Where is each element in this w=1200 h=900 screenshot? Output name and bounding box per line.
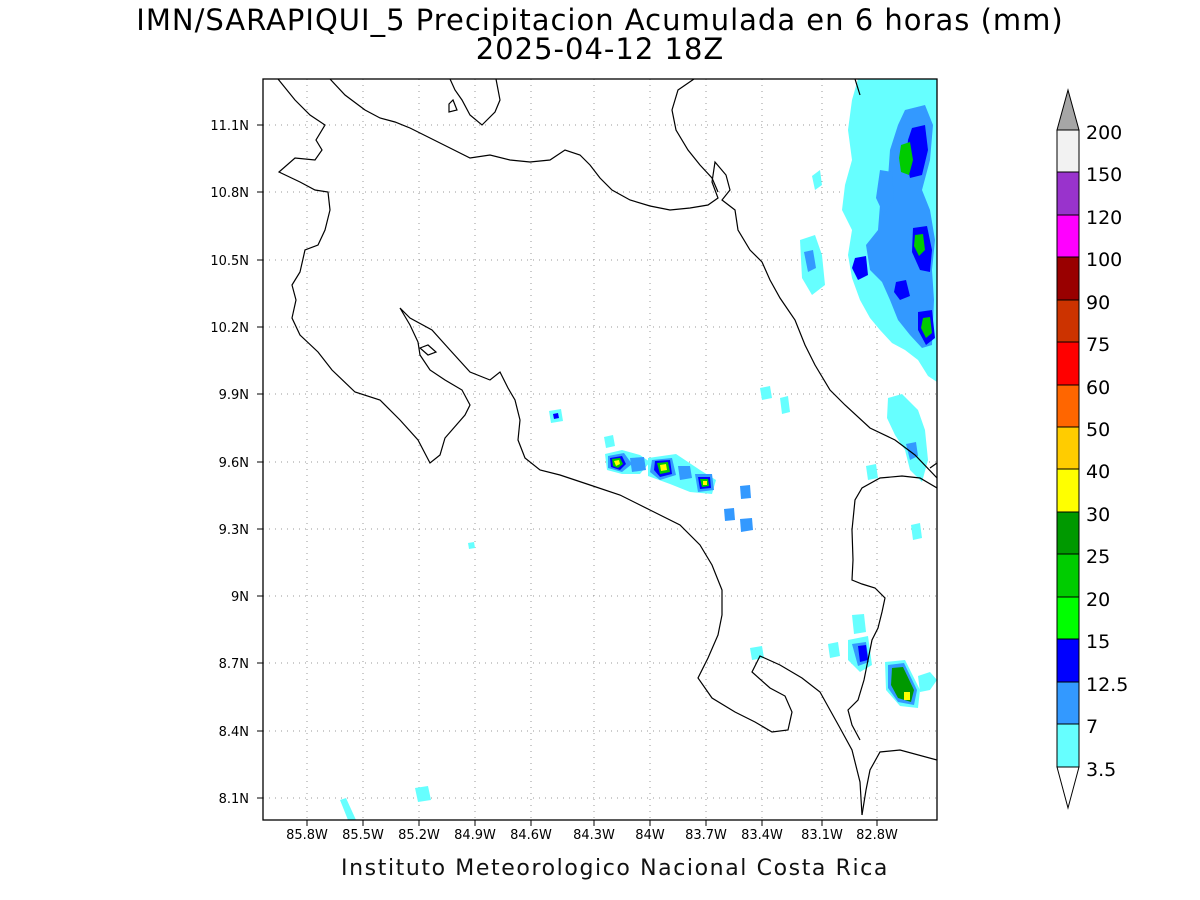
lat-tick-label: 9.3N — [219, 523, 249, 538]
colorbar-swatch — [1056, 426, 1080, 470]
colorbar-label: 12.5 — [1086, 674, 1128, 696]
axis-ticks — [257, 124, 878, 826]
lon-tick-label: 83.4W — [741, 828, 783, 843]
colorbar-label: 60 — [1086, 377, 1110, 399]
plot-frame — [262, 78, 938, 821]
lat-tick-label: 9.6N — [219, 456, 249, 471]
colorbar-label: 90 — [1086, 292, 1110, 314]
footer-credit: Instituto Meteorologico Nacional Costa R… — [341, 856, 889, 881]
colorbar-label: 200 — [1086, 122, 1122, 144]
precipitation-field — [340, 79, 937, 820]
colorbar-label: 7 — [1086, 716, 1098, 738]
colorbar-swatch — [1056, 638, 1080, 683]
colorbar-label: 30 — [1086, 504, 1110, 526]
lat-tick-label: 9N — [231, 590, 249, 605]
colorbar-swatch — [1056, 384, 1080, 428]
colorbar-label: 150 — [1086, 164, 1122, 186]
lon-tick-label: 84.6W — [510, 828, 552, 843]
colorbar-label: 25 — [1086, 546, 1110, 568]
colorbar-swatch — [1056, 511, 1080, 555]
colorbar-swatch — [1056, 129, 1080, 173]
lat-tick-labels: 11.1N 10.8N 10.5N 10.2N 9.9N 9.6N 9.3N 9… — [210, 119, 249, 807]
lon-tick-label: 85.8W — [286, 828, 328, 843]
lat-tick-label: 10.8N — [210, 186, 249, 201]
colorbar-swatch — [1056, 341, 1080, 386]
colorbar-label: 40 — [1086, 461, 1110, 483]
lon-tick-label: 83.1W — [801, 828, 843, 843]
lat-tick-label: 10.2N — [210, 321, 249, 336]
colorbar-swatch — [1056, 171, 1080, 216]
colorbar-swatch — [1056, 596, 1080, 640]
lon-tick-label: 85.2W — [398, 828, 440, 843]
colorbar-label: 100 — [1086, 249, 1122, 271]
lon-tick-label: 84.3W — [573, 828, 615, 843]
colorbar-swatch — [1056, 681, 1080, 725]
lon-tick-label: 82.8W — [856, 828, 898, 843]
colorbar — [1056, 88, 1080, 810]
colorbar-swatch — [1056, 553, 1080, 598]
colorbar-label: 120 — [1086, 207, 1122, 229]
lon-tick-label: 84W — [635, 828, 665, 843]
colorbar-label: 50 — [1086, 419, 1110, 441]
colorbar-label: 20 — [1086, 589, 1110, 611]
colorbar-swatch — [1056, 214, 1080, 258]
grid — [263, 79, 937, 820]
lon-tick-label: 84.9W — [454, 828, 496, 843]
colorbar-swatch — [1056, 299, 1080, 343]
colorbar-labels: 200 150 120 100 90 75 60 50 40 30 25 20 … — [1086, 122, 1128, 781]
lon-tick-labels: 85.8W 85.5W 85.2W 84.9W 84.6W 84.3W 84W … — [286, 828, 898, 843]
colorbar-swatch — [1056, 723, 1080, 768]
colorbar-swatch — [1056, 468, 1080, 513]
colorbar-label: 3.5 — [1086, 759, 1116, 781]
lat-tick-label: 8.7N — [219, 657, 249, 672]
colorbar-top-arrow — [1056, 88, 1080, 131]
lat-tick-label: 8.1N — [219, 792, 249, 807]
map-datetime: 2025-04-12 18Z — [475, 32, 725, 66]
colorbar-swatch — [1056, 256, 1080, 301]
lon-tick-label: 85.5W — [342, 828, 384, 843]
colorbar-bottom-arrow — [1056, 766, 1080, 810]
lat-tick-label: 8.4N — [219, 725, 249, 740]
colorbar-label: 75 — [1086, 334, 1110, 356]
coastline — [277, 79, 937, 816]
lat-tick-label: 10.5N — [210, 254, 249, 269]
lon-tick-label: 83.7W — [685, 828, 727, 843]
colorbar-label: 15 — [1086, 631, 1110, 653]
lat-tick-label: 11.1N — [210, 119, 249, 134]
map-title: IMN/SARAPIQUI_5 Precipitacion Acumulada … — [136, 3, 1064, 37]
lat-tick-label: 9.9N — [219, 388, 249, 403]
